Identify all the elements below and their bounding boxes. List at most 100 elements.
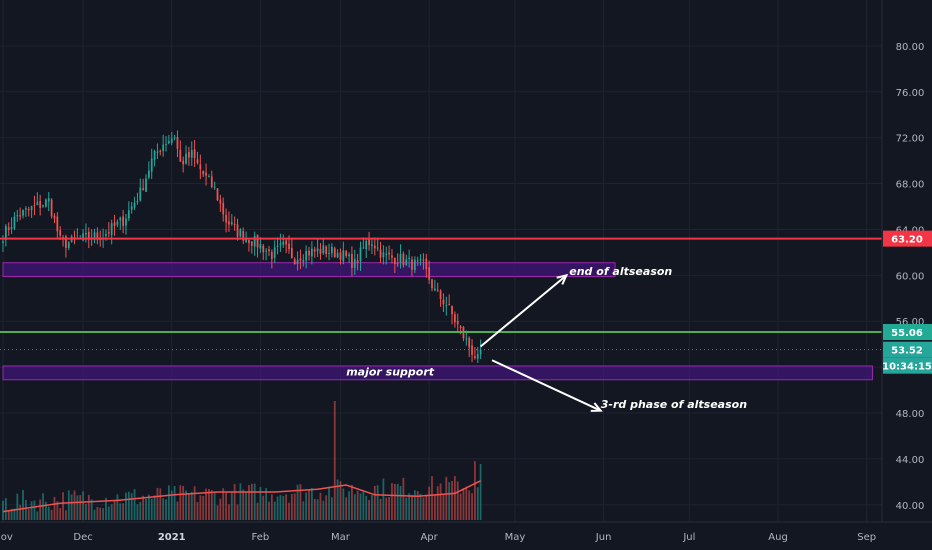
candle-body [16,215,19,217]
y-tick-label: 68.00 [896,180,925,191]
volume-bar [239,483,242,520]
candle-body [402,253,405,266]
candle-body [425,258,428,270]
candle-body [93,232,96,239]
volume-bar [436,486,439,520]
candle-body [213,186,216,188]
candle-body [356,260,359,263]
arrows[interactable] [479,273,603,412]
volume-bar [359,493,362,520]
candle-body [382,252,385,258]
time-scale[interactable]: Nov Dec 2021 Feb Mar Apr May Jun Jul Aug Sep [0,532,876,543]
candle-body [419,259,422,261]
candle-body [259,243,262,249]
annotation-text[interactable]: end of altseason [569,265,672,278]
annotation-text[interactable]: 3-rd phase of altseason [601,398,747,411]
volume-bar [431,476,433,520]
volume-bar [236,504,239,520]
candle-body [276,245,279,247]
candle-body [119,217,122,221]
volume-bar [199,495,202,520]
volume-bar [59,508,62,520]
y-tick-label: 76.00 [896,88,925,99]
volume-bar [345,497,348,520]
volume-bar [476,487,479,520]
candle-body [290,247,293,259]
candle-body [331,246,333,254]
candle-body [342,250,345,262]
candle-body [388,252,390,255]
candle-body [39,201,42,209]
annotation-text[interactable]: major support [346,366,435,379]
candle-body [273,247,276,258]
volume-bar [299,484,302,520]
volume-bar [259,487,262,520]
volume-bar [353,494,356,520]
volume-bar [351,485,353,520]
volume-bar [70,494,73,520]
candle-body [85,232,87,235]
candle-body [56,216,59,232]
candle-body [262,245,265,253]
volume-bar [256,502,259,520]
arrow-line[interactable] [479,274,568,348]
volume-bar [99,507,102,520]
volume-bar [339,481,342,520]
annotations[interactable]: end of altseason major support 3-rd phase … [346,265,747,411]
volume-bar [230,492,233,520]
candle-body [362,247,365,249]
volume-bar [273,501,276,520]
x-tick-label: Sep [857,532,876,543]
volume-bar [451,481,453,520]
price-badge [883,324,932,341]
zone-rectangle[interactable] [2,365,873,381]
price-badge [883,341,932,358]
candle-body [285,240,288,245]
horizontal-lines[interactable] [0,237,882,351]
candles [2,130,482,363]
x-tick-label: 2021 [158,532,186,543]
volume-bar [210,490,213,520]
volume-bar [102,508,104,520]
volume-bar [30,501,33,520]
volume-bar [219,498,222,520]
volume-bar [356,490,359,520]
y-tick-label: 40.00 [896,501,925,512]
volume-bar [228,504,230,520]
candle-body [385,253,388,255]
candle-body [250,241,253,246]
candle-body [299,258,302,261]
volume-bar [27,509,30,520]
candle-body [30,206,33,210]
volume-bar [402,477,405,520]
volume-bar [202,496,205,520]
candle-body [479,349,482,355]
candle-body [328,252,330,254]
candle-body [53,215,56,219]
volume-bar [422,497,425,520]
arrow-line[interactable] [491,359,602,412]
zone-rectangle[interactable] [2,262,616,277]
candle-body [22,209,24,216]
volume-bar [379,499,382,520]
candle-body [33,205,36,207]
support-zones [2,262,873,381]
candle-body [265,250,268,252]
candle-body [408,257,411,259]
volume-bar [45,501,47,520]
candle-body [173,137,176,139]
candle-body [105,233,107,236]
x-tick-label: Nov [0,532,13,543]
candle-body [208,176,210,178]
y-tick-label: 44.00 [896,455,925,466]
candle-body [474,356,476,359]
volume-bar [4,498,7,520]
volume-bar [462,488,465,520]
x-tick-label: Jun [595,532,612,543]
candle-body [379,249,382,258]
candle-body [373,245,376,249]
candle-body [156,151,159,153]
volume-bar [408,493,411,520]
volume-bar [245,492,247,520]
